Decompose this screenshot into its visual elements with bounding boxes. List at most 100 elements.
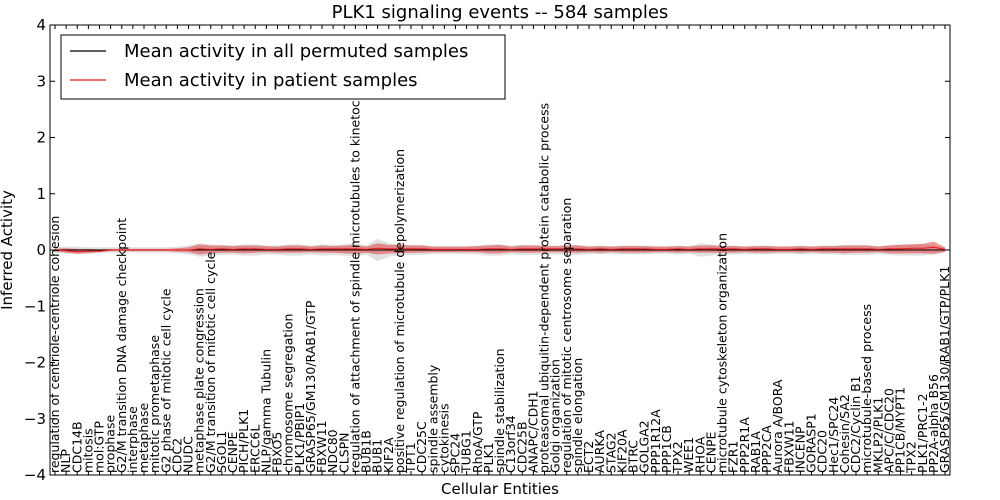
data-point xyxy=(243,248,245,250)
x-category-label: regulation of centriole-centriole cohesi… xyxy=(47,216,62,473)
data-point xyxy=(866,249,868,251)
x-category-label: NUDC xyxy=(181,436,196,473)
x-category-label: RAB1A xyxy=(748,431,763,473)
x-category-label: FBXW11 xyxy=(781,420,796,473)
x-category-label: CENPE xyxy=(225,431,240,473)
data-point xyxy=(677,248,679,250)
x-category-label: PLK1/PBIP1 xyxy=(292,403,307,473)
x-category-label: BUB1 xyxy=(370,439,385,473)
data-point xyxy=(543,248,546,250)
data-point xyxy=(221,249,223,251)
x-category-label: CDC20 xyxy=(815,430,830,473)
x-category-label: spindle stabilization xyxy=(492,348,507,473)
legend: Mean activity in all permuted samples Mea… xyxy=(60,34,506,100)
y-tick-label: 4 xyxy=(36,16,46,34)
data-point xyxy=(310,248,312,251)
data-point xyxy=(833,248,835,250)
x-category-label: ECT2 xyxy=(581,441,596,473)
x-category-label: metaphase xyxy=(136,403,151,473)
data-point xyxy=(655,248,657,251)
x-category-label: PPP2CA xyxy=(759,425,774,473)
data-point xyxy=(477,248,479,251)
y-tick-label: 3 xyxy=(36,72,46,90)
x-category-label: Hec1/SPC24 xyxy=(826,397,841,473)
x-category-label: NLP/gamma Tubulin xyxy=(258,349,273,473)
x-category-label: CDC25C xyxy=(414,421,429,473)
data-point xyxy=(855,248,857,250)
x-category-label: BUB1B xyxy=(359,430,374,473)
data-point xyxy=(176,249,178,251)
data-point xyxy=(499,248,501,250)
y-tick-label: −3 xyxy=(24,410,46,428)
data-point xyxy=(688,248,690,251)
data-point xyxy=(421,248,423,250)
x-category-label: TPT1 xyxy=(403,442,418,474)
x-category-label: GOLGA2 xyxy=(637,420,652,473)
x-category-label: spindle elongation xyxy=(570,358,585,473)
y-tick-label: 1 xyxy=(36,185,46,203)
data-point xyxy=(98,250,101,252)
x-category-label: microtubule-based process xyxy=(859,304,874,473)
data-point xyxy=(721,248,724,250)
x-category-label: CLSPN xyxy=(336,432,351,473)
data-point xyxy=(911,249,913,251)
data-point xyxy=(766,248,768,250)
data-point xyxy=(288,248,290,250)
legend-entry-label: Mean activity in patient samples xyxy=(124,70,418,91)
data-point xyxy=(154,249,156,251)
x-category-label: KIF20A xyxy=(614,429,629,473)
data-point xyxy=(488,249,490,251)
data-point xyxy=(388,248,390,250)
data-point xyxy=(276,248,279,251)
y-axis-title: Inferred Activity xyxy=(0,190,16,310)
x-category-label: mitotic prometaphase xyxy=(147,335,162,473)
x-category-label: TPX2 xyxy=(670,441,685,474)
legend-entry-label: Mean activity in all permuted samples xyxy=(124,41,468,62)
data-point xyxy=(410,249,412,251)
x-category-label: BTRC xyxy=(626,440,641,473)
data-point xyxy=(566,249,568,251)
data-point xyxy=(710,249,712,251)
data-point xyxy=(777,248,779,251)
data-point xyxy=(799,248,801,250)
x-category-label: microtubule cytoskeleton organization xyxy=(715,233,730,473)
data-point xyxy=(610,248,612,251)
x-category-label: Golgi organization xyxy=(548,359,563,473)
data-point xyxy=(855,249,857,251)
x-category-label: regulation of mitotic centrosome separat… xyxy=(559,198,574,473)
data-point xyxy=(699,249,701,251)
x-category-label: PPP2R1A xyxy=(737,417,752,473)
x-category-label: PLK1 xyxy=(481,442,496,473)
data-point xyxy=(488,248,490,250)
data-point xyxy=(933,246,935,248)
data-point xyxy=(810,248,813,251)
data-point xyxy=(699,248,701,250)
data-point xyxy=(677,249,679,251)
data-point xyxy=(132,249,134,251)
x-category-label: NLP xyxy=(58,449,73,473)
data-point xyxy=(332,249,334,251)
data-point xyxy=(110,249,112,251)
x-category-label: CDC25B xyxy=(514,421,529,473)
data-point xyxy=(866,248,868,250)
data-point xyxy=(388,249,390,251)
data-point xyxy=(365,248,368,251)
x-category-label: positive regulation of microtubule depol… xyxy=(392,149,407,473)
x-category-label: metaphase plate congression xyxy=(192,288,207,473)
x-category-label: FBXO5 xyxy=(270,432,285,473)
data-point xyxy=(888,248,890,250)
x-category-label: spindle assembly xyxy=(425,364,440,473)
data-point xyxy=(432,248,434,251)
data-point xyxy=(733,248,735,250)
x-category-label: KIF2A xyxy=(381,437,396,473)
data-point xyxy=(299,248,301,250)
patient-spread-band xyxy=(55,241,945,255)
data-point xyxy=(911,247,913,249)
data-point xyxy=(410,248,412,250)
x-category-label: FBXW11 xyxy=(314,420,329,473)
x-category-label: regulation of attachment of spindle micr… xyxy=(347,72,362,473)
x-category-label: GRASP65/GM130/RAB1/GTP xyxy=(303,300,318,473)
x-axis-title: Cellular Entities xyxy=(441,480,559,498)
data-point xyxy=(87,249,89,251)
x-category-label: chromosome segregation xyxy=(281,314,296,473)
